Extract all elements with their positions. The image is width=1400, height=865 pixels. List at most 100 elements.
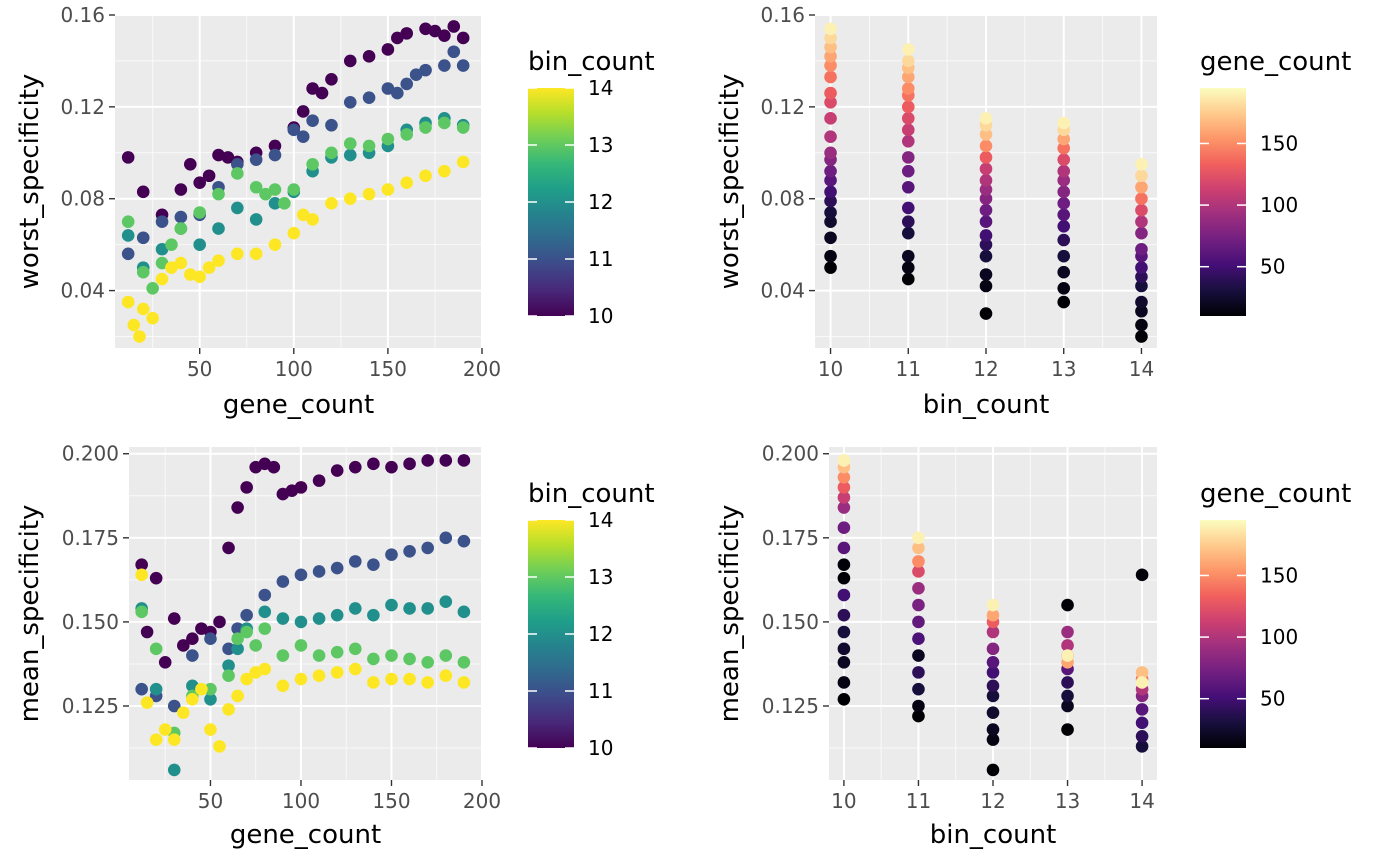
data-point bbox=[1135, 242, 1148, 256]
data-point-bin-13 bbox=[439, 649, 453, 662]
data-point-bin-10 bbox=[421, 454, 434, 467]
data-points bbox=[837, 454, 1149, 777]
data-point bbox=[837, 588, 851, 602]
data-point-bin-10 bbox=[221, 151, 235, 164]
data-point bbox=[901, 70, 915, 84]
data-point-bin-14 bbox=[165, 261, 178, 274]
data-point-bin-14 bbox=[133, 330, 146, 343]
data-point-bin-13 bbox=[348, 642, 362, 656]
data-point bbox=[1057, 208, 1071, 222]
data-points bbox=[121, 20, 470, 343]
data-point-bin-10 bbox=[193, 176, 206, 189]
data-point-bin-11 bbox=[343, 95, 357, 109]
data-point-bin-14 bbox=[287, 226, 301, 240]
data-point bbox=[1135, 226, 1148, 240]
data-point-bin-13 bbox=[287, 183, 301, 196]
data-point bbox=[901, 226, 915, 240]
data-point-bin-14 bbox=[249, 247, 263, 261]
data-point-bin-11 bbox=[174, 210, 188, 224]
data-point bbox=[979, 307, 993, 320]
data-point bbox=[979, 268, 993, 281]
legend-label: 50 bbox=[1260, 255, 1285, 279]
data-point-bin-14 bbox=[183, 268, 197, 281]
data-point-bin-14 bbox=[149, 733, 163, 746]
data-point bbox=[837, 521, 851, 535]
data-point-bin-11 bbox=[391, 86, 404, 100]
data-point bbox=[979, 192, 993, 206]
data-point-bin-11 bbox=[400, 77, 414, 91]
data-point bbox=[979, 203, 993, 217]
y-tick-label: 0.200 bbox=[762, 442, 819, 466]
data-point bbox=[1135, 203, 1148, 217]
data-point-bin-10 bbox=[267, 460, 281, 474]
legend-color-bar bbox=[1200, 520, 1246, 748]
data-point bbox=[901, 112, 915, 125]
data-point bbox=[1057, 281, 1071, 295]
y-tick-label: 0.04 bbox=[760, 279, 805, 303]
data-point-bin-13 bbox=[249, 639, 263, 652]
data-point-bin-10 bbox=[400, 27, 414, 40]
data-point bbox=[1057, 249, 1071, 263]
data-point-bin-13 bbox=[121, 215, 135, 228]
data-point-bin-11 bbox=[240, 608, 253, 622]
data-point-bin-12 bbox=[121, 229, 135, 242]
legend-label: 12 bbox=[588, 622, 613, 646]
data-point-bin-14 bbox=[268, 238, 282, 251]
data-point bbox=[979, 215, 993, 228]
data-point-bin-10 bbox=[296, 105, 310, 118]
data-point-bin-14 bbox=[231, 247, 244, 261]
data-point-bin-14 bbox=[385, 672, 398, 686]
data-point bbox=[912, 649, 925, 662]
data-point bbox=[1135, 703, 1149, 716]
data-point-bin-12 bbox=[348, 602, 362, 615]
x-axis-title: gene_count bbox=[230, 820, 381, 850]
data-point bbox=[824, 249, 837, 263]
data-point-bin-10 bbox=[121, 151, 135, 164]
data-point-bin-11 bbox=[439, 531, 453, 545]
data-point-bin-10 bbox=[186, 632, 199, 646]
data-point-bin-10 bbox=[348, 460, 362, 474]
chart-panel-2: 10 11 12 13 14 0.04 0.08 0.12 0.16 bin_count worst… bbox=[715, 3, 1351, 420]
data-point bbox=[1057, 132, 1071, 146]
data-point-bin-13 bbox=[259, 187, 272, 201]
data-point bbox=[901, 135, 915, 148]
data-point bbox=[1061, 723, 1074, 736]
data-point-bin-14 bbox=[400, 176, 414, 189]
data-point bbox=[824, 112, 837, 125]
data-point bbox=[912, 632, 925, 646]
data-point bbox=[824, 31, 837, 45]
data-point bbox=[901, 100, 915, 114]
x-tick-label: 200 bbox=[463, 789, 501, 813]
legend-label: 100 bbox=[1260, 193, 1298, 217]
data-point-bin-12 bbox=[294, 615, 308, 629]
data-point bbox=[1135, 666, 1149, 679]
data-point bbox=[1135, 215, 1148, 228]
legend-label: 12 bbox=[588, 190, 613, 214]
data-point-bin-13 bbox=[240, 625, 253, 639]
legend-label: 150 bbox=[1260, 131, 1298, 155]
x-tick-label: 10 bbox=[818, 357, 843, 381]
data-point-bin-14 bbox=[177, 706, 190, 720]
data-point-bin-13 bbox=[249, 180, 263, 194]
data-point bbox=[824, 215, 837, 228]
data-point bbox=[824, 50, 837, 63]
data-point bbox=[1135, 740, 1149, 753]
data-point-bin-11 bbox=[438, 59, 451, 72]
data-point-bin-10 bbox=[268, 139, 282, 153]
data-point-bin-13 bbox=[258, 622, 272, 635]
legend-label: 14 bbox=[588, 76, 613, 100]
y-tick-label: 0.175 bbox=[62, 526, 119, 550]
data-point bbox=[1061, 699, 1074, 713]
data-point-bin-13 bbox=[149, 642, 163, 656]
data-points bbox=[824, 22, 1148, 343]
data-point-bin-10 bbox=[330, 464, 344, 477]
data-point-bin-11 bbox=[457, 534, 471, 548]
data-point-bin-11 bbox=[249, 153, 263, 166]
data-point-bin-14 bbox=[121, 295, 135, 309]
data-point-bin-13 bbox=[362, 139, 376, 153]
legend-label: 13 bbox=[588, 565, 613, 589]
data-point-bin-11 bbox=[294, 568, 308, 582]
chart-panel-3: 50 100 150 200 0.125 0.150 0.175 0.200 gene_coun… bbox=[15, 442, 655, 850]
data-point-bin-12 bbox=[457, 605, 471, 619]
y-tick-label: 0.16 bbox=[760, 3, 805, 27]
